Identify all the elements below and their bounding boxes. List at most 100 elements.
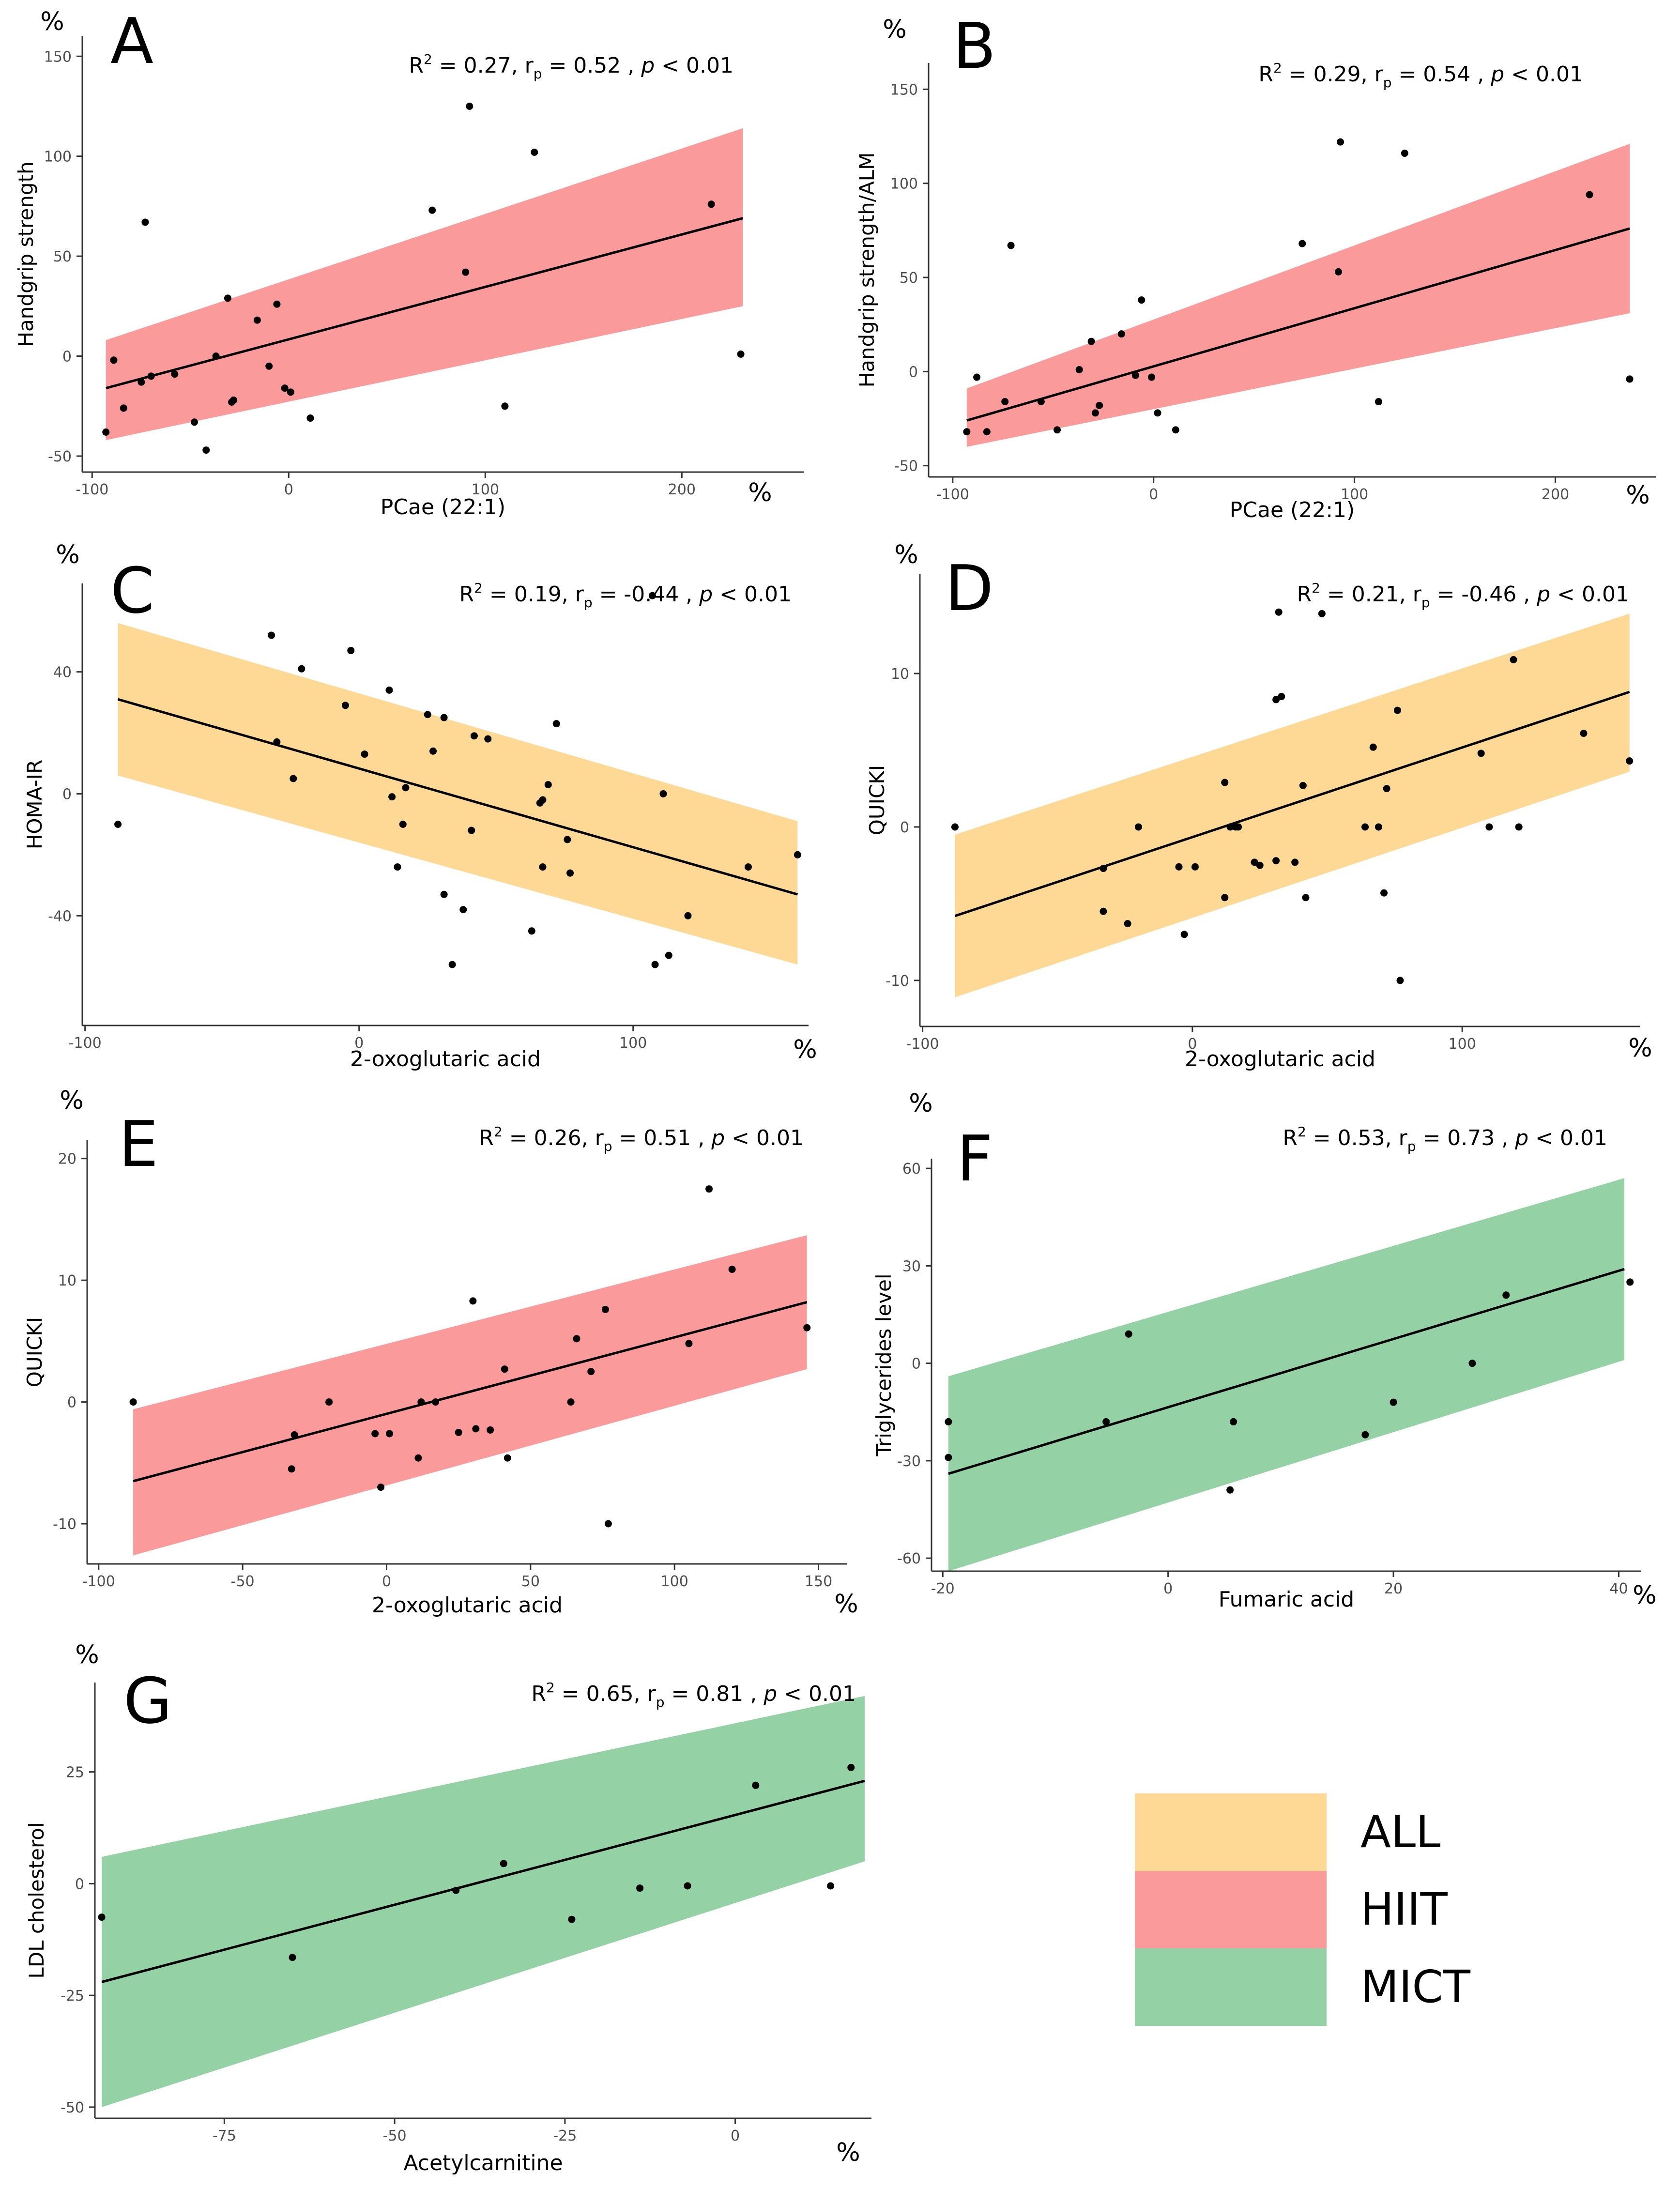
data-point-c [528,927,535,935]
data-point-b [973,373,981,381]
data-point-a [171,370,179,378]
data-point-d [1510,656,1517,663]
stats-sub-g: p [656,1694,665,1710]
data-point-e [325,1398,333,1406]
data-point-c [385,686,393,694]
stats-annotation-a: R2 = 0.27, rp = 0.52 , p < 0.01 [409,51,733,82]
x-tick-label-f: 20 [1384,1580,1403,1597]
data-point-e [487,1426,494,1434]
legend-item-all: ALL [1135,1793,1440,1871]
stats-pval-e: < 0.01 [725,1126,804,1150]
regression-line-e [133,1301,808,1483]
stats-r2-f: = 0.53, r [1306,1126,1408,1150]
data-point-d [1221,894,1229,902]
data-point-g [636,1884,644,1892]
data-point-e [728,1266,736,1273]
y-axis-title-c: HOMA-IR [23,760,46,849]
data-point-c [459,906,467,914]
data-point-f [1125,1330,1132,1338]
stats-annotation-f: R2 = 0.53, rp = 0.73 , p < 0.01 [1283,1124,1607,1154]
data-point-c [440,714,448,721]
stats-p-g: p [763,1682,777,1706]
y-tick-label-g: -50 [61,2099,84,2116]
data-point-d [1278,693,1285,701]
stats-sub-e: p [604,1138,612,1154]
x-tick-label-b: -100 [936,486,969,503]
data-point-e [377,1484,385,1491]
data-point-g [847,1763,855,1771]
data-point-b [1001,398,1009,406]
stats-annotation-c: R2 = 0.19, rp = -0.44 , p < 0.01 [459,580,792,611]
data-point-d [1124,920,1131,928]
data-point-c [484,735,492,743]
data-point-e [385,1430,393,1438]
data-point-f [1361,1431,1369,1439]
stats-annotation-g: R2 = 0.65, rp = 0.81 , p < 0.01 [531,1680,856,1710]
x-tick-label-b: 200 [1542,486,1569,503]
x-tick-label-e: 50 [521,1573,540,1590]
data-point-b [1172,426,1179,434]
y-tick-label-d: 0 [900,819,909,836]
stats-p-e: p [711,1126,725,1150]
regression-line-g [101,1779,865,1983]
y-tick-label-a: -50 [48,448,72,465]
stats-pval-c: < 0.01 [713,582,792,607]
data-point-d [1380,889,1388,897]
data-point-c [470,732,478,740]
y-tick-label-f: 60 [902,1161,921,1178]
y-unit-label-g: % [75,1640,99,1669]
data-point-a [224,294,231,302]
data-point-f [1502,1291,1510,1299]
data-point-e [504,1454,511,1462]
data-point-d [1275,608,1283,616]
data-point-a [306,414,314,422]
data-point-b [1087,337,1095,345]
x-axis-title-a: PCae (22:1) [381,495,505,520]
data-point-c [388,793,396,801]
data-point-b [1131,371,1139,379]
data-point-f [945,1418,952,1425]
x-axis-title-c: 2-oxoglutaric acid [350,1047,541,1071]
x-tick-label-g: -75 [213,2127,236,2144]
data-point-e [573,1335,580,1343]
data-point-a [147,372,155,380]
panel-letter-a: A [110,4,153,78]
regression-line-c [117,698,798,896]
y-unit-label-a: % [40,7,64,36]
data-point-d [1235,823,1242,831]
data-point-d [1291,858,1299,866]
x-axis-title-f: Fumaric acid [1219,1587,1354,1612]
stats-sup-d: 2 [1312,580,1320,596]
stats-pval-f: < 0.01 [1528,1126,1607,1150]
data-point-d [951,823,959,831]
stats-pval-d: < 0.01 [1550,582,1629,607]
data-point-c [361,750,368,758]
confidence-band-c [118,623,798,965]
y-tick-label-d: 10 [891,666,909,683]
x-tick-label-d: -100 [906,1036,939,1053]
stats-p-b: p [1490,62,1504,87]
confidence-band-d [955,613,1630,997]
data-point-c [659,790,667,797]
data-point-c [347,647,355,655]
panel-letter-e: E [119,1107,158,1181]
data-point-f [1390,1398,1397,1406]
stats-sub-f: p [1407,1138,1416,1154]
legend-swatch-mict [1135,1948,1327,2026]
data-point-d [1477,750,1485,757]
data-point-d [1134,823,1142,831]
data-point-d [1318,610,1326,617]
data-point-a [466,102,473,110]
data-point-f [1226,1486,1234,1494]
stats-p-d: p [1536,582,1550,607]
y-tick-label-b: 150 [890,81,918,98]
stats-r2-d: = 0.21, r [1320,582,1422,607]
stats-pval-b: < 0.01 [1504,62,1583,87]
data-point-c [394,863,401,871]
stats-annotation-b: R2 = 0.29, rp = 0.54 , p < 0.01 [1258,60,1583,91]
stats-annotation-e: R2 = 0.26, rp = 0.51 , p < 0.01 [479,1124,804,1154]
x-tick-label-d: 0 [1188,1036,1197,1053]
data-point-c [648,592,656,599]
confidence-band-f [948,1178,1625,1571]
